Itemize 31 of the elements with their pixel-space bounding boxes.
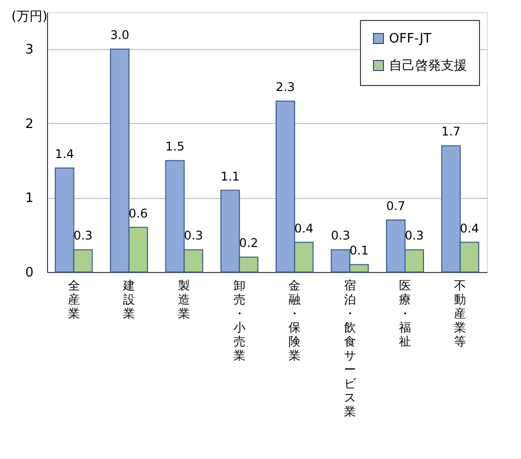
data-label: 0.3 [184,228,203,243]
x-tick-label: 不動産業等 [454,278,466,348]
x-tick-label: 全産業 [68,278,80,320]
data-label: 2.3 [276,80,295,94]
data-label: 0.4 [294,221,314,236]
data-label: 3.0 [110,28,130,42]
data-label: 1.5 [165,140,184,154]
x-tick-label: 製造業 [178,278,190,320]
y-tick-label: 2 [25,116,34,132]
data-label: 0.4 [460,221,480,236]
x-tick-label: 金融・保険業 [288,278,301,362]
category-label: 宿泊・飲食サービス業 [344,278,356,418]
legend-label: OFF-JT [389,32,432,46]
legend-label: 自己啓発支援 [389,58,467,74]
data-label: 0.1 [350,244,369,258]
x-tick-label: 医療・福祉 [399,278,412,348]
y-tick-label: 3 [25,42,34,58]
data-label: 0.7 [386,199,406,213]
y-axis-title: (万円) [11,10,48,24]
y-tick-label: 0 [25,266,34,280]
data-label: 0.3 [404,228,424,243]
y-tick-label: 1 [25,191,34,206]
data-label: 0.3 [73,228,93,243]
data-label: 1.4 [54,147,74,161]
data-label: 0.6 [128,206,148,220]
data-label: 0.2 [239,236,258,250]
data-label: 0.3 [331,228,350,243]
x-tick-label: 卸売・小売業 [233,278,246,362]
x-tick-label: 建設業 [122,278,135,320]
data-label: 1.1 [220,169,240,184]
data-label: 1.7 [441,124,461,139]
